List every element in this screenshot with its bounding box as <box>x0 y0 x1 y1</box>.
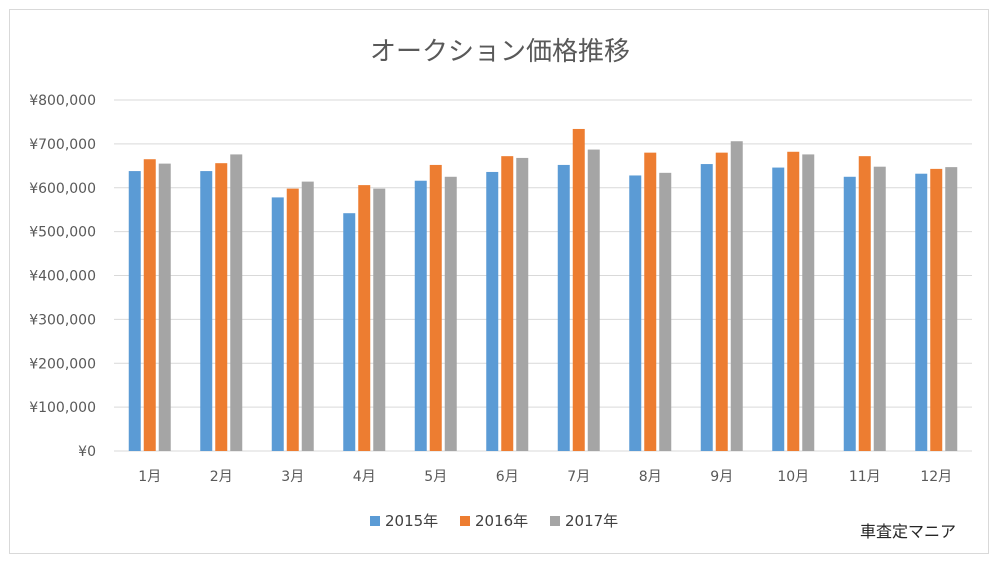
bar-2015年-12月 <box>915 173 928 451</box>
bar-2015年-2月 <box>200 171 213 451</box>
bar-2016年-8月 <box>644 152 657 451</box>
y-tick-label: ¥600,000 <box>29 181 96 197</box>
bar-2017年-11月 <box>873 166 886 451</box>
bar-2016年-6月 <box>501 156 514 451</box>
x-category-label: 3月 <box>281 469 304 485</box>
y-tick-label: ¥300,000 <box>29 312 96 328</box>
y-tick-label: ¥0 <box>78 444 96 460</box>
x-axis-categories: 1月 2月 3月 4月 5月 6月 7月 8月 9月 10月 11月 12月 <box>138 469 952 485</box>
bar-2015年-4月 <box>343 213 356 451</box>
bar-2016年-10月 <box>787 151 800 451</box>
x-category-label: 10月 <box>777 469 809 485</box>
y-tick-label: ¥800,000 <box>29 93 96 109</box>
bar-2015年-8月 <box>629 175 642 451</box>
bar-2015年-5月 <box>414 180 427 452</box>
bar-2017年-10月 <box>802 154 815 451</box>
x-category-label: 8月 <box>639 469 662 485</box>
x-category-label: 11月 <box>849 469 881 485</box>
x-category-label: 2月 <box>210 469 233 485</box>
bar-2017年-9月 <box>730 141 743 451</box>
bar-2015年-10月 <box>772 167 785 451</box>
y-axis-ticks: ¥0 ¥100,000 ¥200,000 ¥300,000 ¥400,000 ¥500,0… <box>29 93 96 460</box>
bar-chart: オークション価格推移 ¥0 ¥100,000 ¥200,000 ¥300,000 ¥40… <box>29 37 972 541</box>
bar-2015年-3月 <box>271 197 284 451</box>
bar-2015年-9月 <box>700 164 713 451</box>
bar-2015年-11月 <box>843 176 856 451</box>
bar-2016年-9月 <box>715 152 728 451</box>
bar-2017年-3月 <box>301 181 314 452</box>
x-category-label: 12月 <box>920 469 952 485</box>
bar-2016年-1月 <box>143 159 156 451</box>
bar-2016年-7月 <box>572 128 585 451</box>
bars <box>128 128 958 452</box>
legend-swatch <box>550 516 560 526</box>
bar-2016年-4月 <box>358 185 371 451</box>
x-category-label: 4月 <box>353 469 376 485</box>
legend: 2015年 2016年 2017年 <box>370 512 618 530</box>
x-category-label: 1月 <box>138 469 161 485</box>
chart-title: オークション価格推移 <box>370 37 630 67</box>
legend-label: 2016年 <box>475 512 528 530</box>
grid-lines <box>114 99 972 452</box>
bar-2016年-2月 <box>215 163 228 451</box>
bar-2017年-1月 <box>158 163 171 451</box>
y-tick-label: ¥700,000 <box>29 137 96 153</box>
legend-swatch <box>370 516 380 526</box>
bar-2017年-6月 <box>516 157 529 452</box>
bar-2017年-7月 <box>587 149 600 452</box>
x-category-label: 7月 <box>567 469 590 485</box>
bar-2017年-2月 <box>230 154 243 451</box>
bar-2015年-1月 <box>128 171 141 451</box>
x-category-label: 9月 <box>710 469 733 485</box>
bar-2015年-6月 <box>486 171 499 451</box>
bar-2015年-7月 <box>557 164 570 451</box>
bar-2017年-12月 <box>945 167 958 451</box>
bar-2017年-5月 <box>444 176 457 451</box>
y-tick-label: ¥500,000 <box>29 225 96 241</box>
y-tick-label: ¥400,000 <box>29 269 96 285</box>
x-category-label: 6月 <box>496 469 519 485</box>
legend-label: 2015年 <box>385 512 438 530</box>
y-tick-label: ¥100,000 <box>29 400 96 416</box>
x-category-label: 5月 <box>424 469 447 485</box>
chart-frame: オークション価格推移 ¥0 ¥100,000 ¥200,000 ¥300,000 ¥40… <box>9 9 989 554</box>
legend-label: 2017年 <box>565 512 618 530</box>
y-tick-label: ¥200,000 <box>29 356 96 372</box>
legend-swatch <box>460 516 470 526</box>
bar-2016年-12月 <box>930 168 943 452</box>
bar-2017年-8月 <box>659 172 672 451</box>
bar-2017年-4月 <box>373 188 386 451</box>
watermark-text: 車査定マニア <box>860 522 956 541</box>
bar-2016年-5月 <box>429 164 442 451</box>
bar-2016年-11月 <box>858 156 871 451</box>
bar-2016年-3月 <box>286 188 299 451</box>
